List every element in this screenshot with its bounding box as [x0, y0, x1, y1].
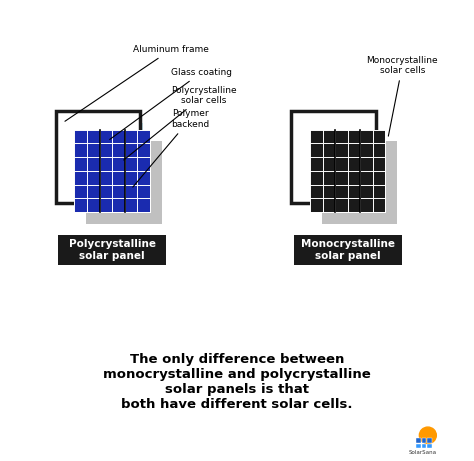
FancyBboxPatch shape — [58, 235, 166, 265]
Text: Polycrystalline
solar panel: Polycrystalline solar panel — [69, 239, 155, 261]
Text: Polymer
backend: Polymer backend — [133, 109, 210, 187]
FancyBboxPatch shape — [322, 141, 397, 224]
Text: Aluminum frame: Aluminum frame — [65, 45, 209, 121]
FancyBboxPatch shape — [291, 112, 376, 203]
Circle shape — [419, 427, 437, 443]
FancyBboxPatch shape — [67, 123, 143, 205]
FancyBboxPatch shape — [86, 141, 162, 224]
FancyBboxPatch shape — [74, 130, 150, 212]
Text: Polycrystalline
solar cells: Polycrystalline solar cells — [124, 86, 237, 160]
FancyBboxPatch shape — [422, 438, 427, 443]
Text: The only difference between
monocrystalline and polycrystalline
solar panels is : The only difference between monocrystall… — [103, 353, 371, 411]
Text: Monocrystalline
solar panel: Monocrystalline solar panel — [301, 239, 395, 261]
FancyBboxPatch shape — [303, 123, 378, 205]
FancyBboxPatch shape — [416, 443, 421, 448]
Text: SolarSana: SolarSana — [409, 450, 437, 455]
FancyBboxPatch shape — [293, 235, 402, 265]
FancyBboxPatch shape — [428, 438, 432, 443]
FancyBboxPatch shape — [422, 443, 427, 448]
FancyBboxPatch shape — [55, 112, 140, 203]
Text: Glass coating: Glass coating — [109, 68, 232, 140]
FancyBboxPatch shape — [428, 443, 432, 448]
Text: Monocrystalline
solar cells: Monocrystalline solar cells — [366, 56, 438, 136]
FancyBboxPatch shape — [416, 438, 421, 443]
FancyBboxPatch shape — [310, 130, 385, 212]
